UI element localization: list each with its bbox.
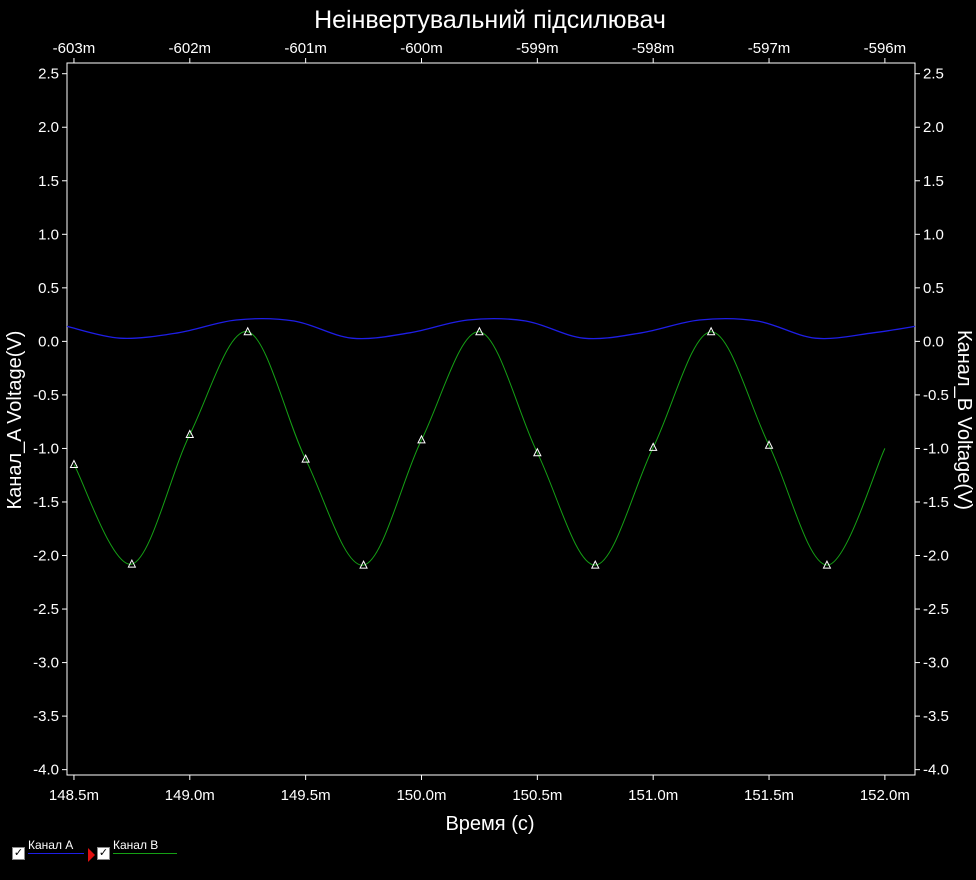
y-axis-label-right: Канал_B Voltage(V) — [953, 330, 975, 510]
right-axis: 2.5 2.0 1.5 1.0 0.5 0.0 -0.5 -1.0 -1.5 -2.0 -2.5 -3… — [915, 66, 949, 779]
data-point-marker-channel-b — [822, 560, 832, 569]
left-tick-label: -1.0 — [33, 440, 59, 457]
top-tick-label: -598m — [632, 40, 675, 57]
left-tick-label: 1.5 — [38, 173, 59, 190]
left-tick-label: -2.5 — [33, 601, 59, 618]
top-tick-label: -596m — [864, 40, 907, 57]
left-tick-label: 0.5 — [38, 280, 59, 297]
top-tick-label: -601m — [284, 40, 327, 57]
left-tick-label: 0.0 — [38, 333, 59, 350]
cursor-marker-icon — [88, 848, 95, 862]
right-tick-label: 1.0 — [923, 226, 944, 243]
bottom-tick-label: 151.0m — [628, 787, 678, 804]
left-tick-label: -3.0 — [33, 655, 59, 672]
legend-item-channel-a[interactable]: ✓ Канал A — [12, 838, 84, 860]
right-tick-label: 2.0 — [923, 119, 944, 136]
left-tick-label: -2.0 — [33, 548, 59, 565]
left-tick-label: -3.5 — [33, 708, 59, 725]
chart-title: Неінвертувальний підсилювач — [314, 6, 666, 34]
data-point-marker-channel-b — [764, 440, 774, 449]
right-tick-label: 0.5 — [923, 280, 944, 297]
right-tick-label: -2.0 — [923, 548, 949, 565]
top-tick-label: -597m — [748, 40, 791, 57]
data-point-marker-channel-b — [417, 434, 426, 444]
bottom-tick-label: 149.5m — [281, 787, 331, 804]
legend-swatch-channel-a — [28, 853, 84, 854]
legend-item-channel-b[interactable]: ✓ Канал B — [97, 838, 177, 860]
data-point-marker-channel-b — [127, 558, 137, 568]
top-axis: -603m -602m -601m -600m -599m -598m -597m -596m — [53, 40, 906, 63]
data-point-marker-channel-b — [69, 459, 79, 469]
series-group — [66, 317, 916, 569]
left-tick-label: 1.0 — [38, 226, 59, 243]
top-tick-label: -602m — [169, 40, 212, 57]
bottom-tick-label: 149.0m — [165, 787, 215, 804]
data-point-marker-channel-b — [475, 326, 484, 336]
bottom-axis: 148.5m 149.0m 149.5m 150.0m 150.5m 151.0m 151.… — [49, 775, 910, 804]
x-axis-label: Время (с) — [445, 813, 534, 835]
data-point-marker-channel-b — [706, 326, 716, 336]
data-point-marker-channel-b — [648, 442, 658, 451]
legend: ✓ Канал A ✓ Канал B — [12, 838, 181, 864]
left-tick-label: 2.0 — [38, 119, 59, 136]
right-tick-label: -3.5 — [923, 708, 949, 725]
legend-label-channel-b: Канал B — [113, 838, 159, 852]
left-tick-label: -1.5 — [33, 494, 59, 511]
channel-a-checkbox[interactable]: ✓ — [12, 847, 25, 860]
plot-frame — [66, 62, 916, 776]
left-tick-label: -4.0 — [33, 762, 59, 779]
right-tick-label: 1.5 — [923, 173, 944, 190]
data-point-marker-channel-b — [301, 454, 310, 463]
bottom-tick-label: 148.5m — [49, 787, 99, 804]
data-point-marker-channel-b — [590, 560, 600, 569]
legend-swatch-channel-b — [113, 853, 177, 854]
bottom-tick-label: 152.0m — [860, 787, 910, 804]
right-tick-label: -0.5 — [923, 387, 949, 404]
right-tick-label: 2.5 — [923, 66, 944, 83]
y-axis-label-left: Канал_A Voltage(V) — [4, 331, 26, 510]
data-point-marker-channel-b — [533, 447, 542, 457]
right-tick-label: -1.0 — [923, 440, 949, 457]
series-line-channel-a — [66, 317, 916, 340]
bottom-tick-label: 151.5m — [744, 787, 794, 804]
right-tick-label: 0.0 — [923, 333, 944, 350]
top-tick-label: -599m — [516, 40, 559, 57]
series-line-channel-b — [73, 331, 886, 566]
data-point-marker-channel-b — [359, 560, 368, 569]
left-tick-label: 2.5 — [38, 66, 59, 83]
right-tick-label: -4.0 — [923, 762, 949, 779]
data-point-marker-channel-b — [243, 326, 253, 336]
data-point-marker-channel-b — [185, 429, 195, 439]
right-tick-label: -3.0 — [923, 655, 949, 672]
right-tick-label: -2.5 — [923, 601, 949, 618]
right-tick-label: -1.5 — [923, 494, 949, 511]
bottom-tick-label: 150.0m — [396, 787, 446, 804]
left-axis: 2.5 2.0 1.5 1.0 0.5 0.0 -0.5 -1.0 -1.5 -2.0 -2.5 -3… — [33, 66, 67, 779]
channel-b-checkbox[interactable]: ✓ — [97, 847, 110, 860]
bottom-tick-label: 150.5m — [512, 787, 562, 804]
top-tick-label: -600m — [400, 40, 443, 57]
legend-label-channel-a: Канал A — [28, 838, 74, 852]
left-tick-label: -0.5 — [33, 387, 59, 404]
top-tick-label: -603m — [53, 40, 96, 57]
